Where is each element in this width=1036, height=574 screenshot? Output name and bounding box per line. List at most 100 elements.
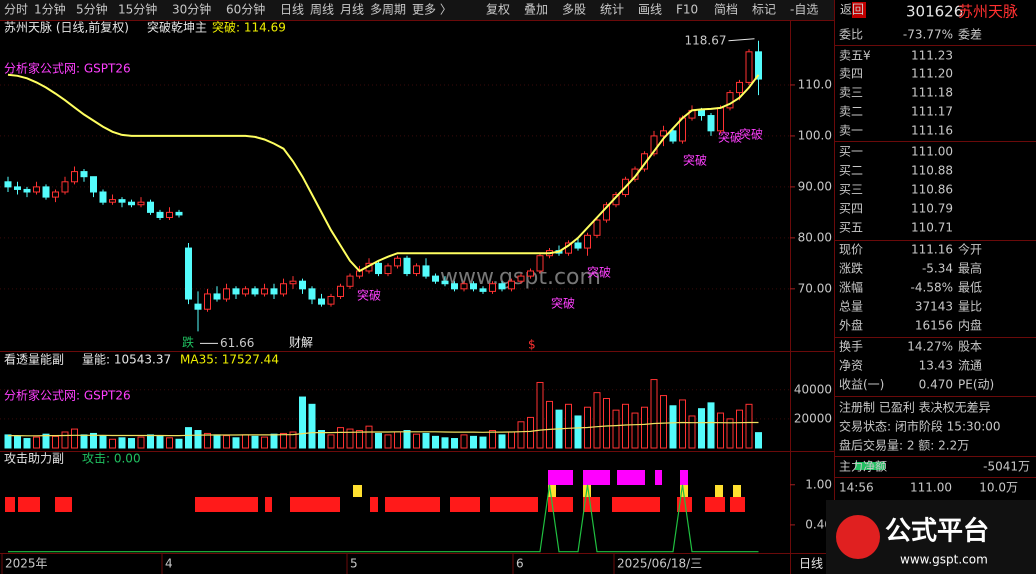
y-tick-label: 1.00 [805, 477, 832, 491]
candle-body [451, 283, 458, 290]
volume-bar [527, 416, 534, 449]
quote-value: -4.58% [911, 281, 953, 295]
quote-value: 16156 [915, 319, 953, 333]
volume-bar [337, 427, 344, 449]
tool-button[interactable]: 复权 [486, 3, 510, 17]
volume-bar [175, 438, 183, 449]
candle-body [394, 257, 401, 267]
candle-body [432, 275, 439, 282]
period-tab[interactable]: 1分钟 [34, 2, 66, 17]
candle-body [242, 288, 249, 295]
quote-label: 买四 [839, 202, 863, 216]
quote-value: 111.18 [911, 86, 953, 100]
candle-body [660, 130, 667, 137]
indicator-value: 突破: 114.69 [212, 20, 286, 35]
period-tab[interactable]: 多周期 [370, 3, 406, 17]
candle-body [175, 211, 183, 216]
period-tab[interactable]: 更多 〉 [412, 3, 452, 17]
quote-note: 盘后交易量: 2 额: 2.2万 [839, 438, 969, 453]
tool-button[interactable]: -自选 [790, 3, 818, 17]
tool-button[interactable]: 多股 [562, 3, 586, 17]
candle-body [223, 288, 230, 300]
quote-label: 股本 [958, 340, 982, 354]
volume-bar [612, 409, 620, 449]
date-label: 5 [350, 557, 358, 571]
volume-bar [403, 430, 411, 449]
candle-body [194, 303, 202, 310]
volume-bar [470, 435, 477, 449]
quote-label: 委差 [958, 28, 982, 42]
volume-bar [33, 436, 40, 449]
date-label: 2025年 [5, 557, 48, 571]
quote-label: 最高 [958, 261, 982, 276]
quote-label: 换手 [839, 340, 863, 354]
volume-bar [460, 434, 468, 449]
volume-bar [365, 425, 373, 449]
y-tick-label: 110.0 [798, 77, 832, 91]
tool-button[interactable]: 叠加 [524, 3, 548, 17]
toolbar [0, 0, 834, 20]
volume-bar [603, 397, 610, 449]
candle-body [213, 293, 221, 300]
tool-button[interactable]: 画线 [638, 3, 662, 17]
period-tab[interactable]: 5分钟 [76, 2, 108, 17]
period-tab[interactable]: 分时 [4, 3, 28, 17]
volume-bar [289, 431, 297, 449]
signal-label: 突破 [357, 288, 381, 303]
y-tick-label: 90.00 [798, 179, 832, 193]
tool-button[interactable]: 统计 [600, 3, 624, 17]
candle-body [574, 242, 582, 249]
tool-button[interactable]: F10 [676, 3, 698, 17]
quote-label: 外盘 [839, 318, 863, 333]
volume-bar [546, 400, 553, 449]
period-tab[interactable]: 月线 [340, 3, 364, 17]
volume-bar [622, 403, 629, 449]
volume-bar [394, 431, 401, 449]
candle-body [289, 280, 297, 285]
stock-code: 301626 [906, 3, 963, 21]
volume-bar [745, 403, 753, 449]
candle-body [517, 275, 525, 282]
candle-body [166, 211, 173, 218]
volume-bar [489, 430, 496, 449]
candle-body [118, 199, 126, 203]
volume-bar [194, 430, 202, 449]
period-tab[interactable]: 周线 [310, 3, 334, 17]
candle-body [137, 201, 145, 206]
period-tab[interactable]: 15分钟 [118, 2, 157, 17]
tick-volume: 10.0万 [979, 481, 1018, 495]
candle-body [413, 265, 420, 275]
period-tab[interactable]: 日线 [280, 3, 304, 17]
quote-value: 110.88 [911, 164, 953, 178]
volume-bar [422, 432, 430, 449]
quote-value: 111.17 [911, 105, 953, 119]
volume-bar [71, 428, 78, 449]
volume-bar [118, 437, 126, 449]
y-tick-label: 100.0 [798, 128, 832, 142]
candle-body [128, 201, 135, 206]
candle-body [232, 288, 240, 295]
period-tab[interactable]: 60分钟 [226, 2, 265, 17]
quote-value: 111.00 [911, 145, 953, 159]
tool-button[interactable]: 返回 [840, 3, 864, 17]
quote-value: 111.16 [911, 124, 953, 138]
candle-body [90, 176, 97, 193]
volume-bar [479, 436, 487, 449]
candle-body [736, 81, 743, 94]
quote-label: 净资 [839, 359, 863, 373]
quote-label: 流通 [958, 359, 982, 373]
period-tab[interactable]: 30分钟 [172, 2, 211, 17]
tool-button[interactable]: 简档 [714, 3, 738, 17]
candle-body [185, 247, 192, 300]
volume-bar [261, 436, 268, 449]
volume-bar [52, 435, 59, 449]
volume-bar [99, 435, 107, 449]
y-tick-label: 20000 [794, 411, 832, 425]
volume-bar [61, 431, 69, 449]
quote-label: 收益(一) [839, 378, 884, 392]
volume-bar [536, 381, 544, 449]
volume-bar [4, 434, 12, 449]
tool-button[interactable]: 标记 [752, 3, 776, 17]
quote-value: 37143 [915, 300, 953, 314]
